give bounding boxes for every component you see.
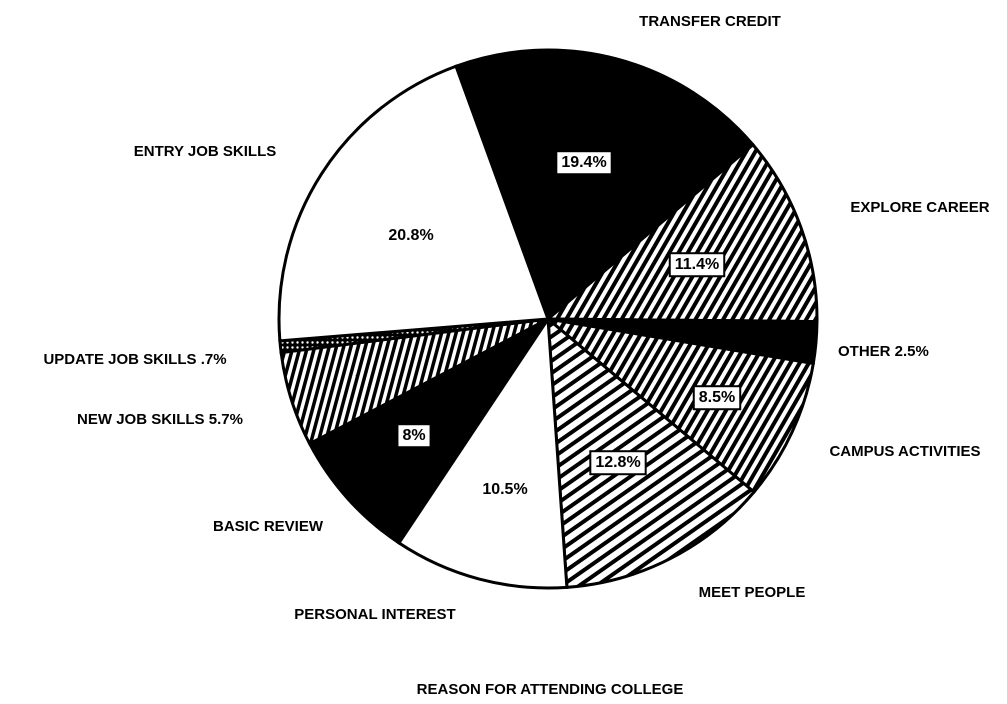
chart-title: REASON FOR ATTENDING COLLEGE	[417, 681, 684, 698]
category-label: BASIC REVIEW	[213, 518, 324, 535]
value-label: 2.5%	[895, 343, 929, 360]
category-name: UPDATE JOB SKILLS	[43, 351, 196, 368]
value-label: 11.4%	[675, 256, 719, 273]
value-label-box	[668, 252, 726, 278]
category-name: MEET PEOPLE	[699, 584, 806, 601]
category-name: TRANSFER CREDIT	[639, 13, 781, 30]
pie-slice	[542, 316, 816, 495]
category-name: ENTRY JOB SKILLS	[134, 143, 277, 160]
value-label-box	[589, 450, 647, 476]
value-label: 12.8%	[595, 454, 640, 471]
category-name: EXPLORE CAREER	[850, 199, 989, 216]
category-name: BASIC REVIEW	[213, 518, 324, 535]
pie-slice	[546, 315, 757, 589]
pie-slice	[454, 48, 756, 322]
category-name: CAMPUS ACTIVITIES	[829, 443, 980, 460]
value-label: 20.8%	[388, 227, 433, 244]
pie-slice	[396, 314, 569, 590]
category-label: MEET PEOPLE	[699, 584, 806, 601]
category-label: TRANSFER CREDIT	[639, 13, 781, 30]
value-label: 8.5%	[699, 389, 735, 406]
category-label: PERSONAL INTEREST	[294, 606, 455, 623]
category-name: NEW JOB SKILLS	[77, 411, 205, 428]
category-name: PERSONAL INTEREST	[294, 606, 455, 623]
category-label: NEW JOB SKILLS 5.7%	[77, 411, 243, 428]
value-label: 5.7%	[209, 411, 243, 428]
pie-slice	[543, 142, 819, 324]
category-name: OTHER	[838, 343, 891, 360]
value-label: 10.5%	[482, 481, 527, 498]
category-label: EXPLORE CAREER	[850, 199, 989, 216]
category-label: OTHER 2.5%	[838, 343, 929, 360]
value-label-box	[396, 423, 432, 449]
value-label: .7%	[201, 351, 227, 368]
category-label: UPDATE JOB SKILLS .7%	[43, 351, 226, 368]
value-label: 8%	[402, 427, 425, 444]
category-label: CAMPUS ACTIVITIES	[829, 443, 980, 460]
pie-slice	[277, 64, 551, 343]
value-label: 19.4%	[561, 154, 606, 171]
value-label-box	[692, 385, 742, 411]
value-label-box	[555, 150, 613, 176]
category-label: ENTRY JOB SKILLS	[134, 143, 277, 160]
